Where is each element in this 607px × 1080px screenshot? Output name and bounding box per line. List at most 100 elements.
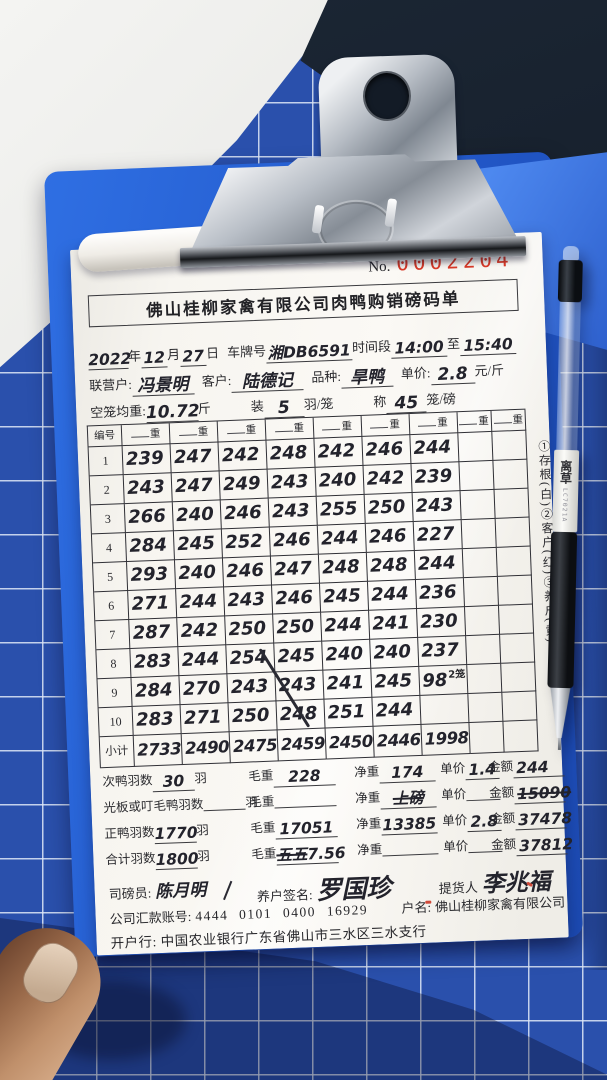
- cell-weight-value: 239: [125, 447, 165, 470]
- pen-grip: [547, 531, 578, 689]
- table-cell: 236: [415, 578, 465, 609]
- cell-weight-value: 240: [178, 561, 217, 585]
- cell-weight-value: 244: [179, 590, 218, 614]
- table-cell: 266: [124, 502, 174, 534]
- cell-weight-value: 245: [277, 644, 316, 668]
- table-cell: 244: [317, 523, 367, 555]
- cell-weight-value: 244: [323, 614, 363, 637]
- summary-group-label: 金额: [489, 811, 516, 827]
- cell-weight-value: 271: [183, 706, 222, 729]
- subtotal-label: 小计: [99, 735, 135, 769]
- cell-weight-value: 245: [374, 670, 413, 693]
- table-cell: 245: [319, 581, 369, 613]
- summary-group-value: 上磅: [380, 789, 437, 810]
- header-weight-label: 重: [293, 423, 305, 435]
- subtotal-value: 1998: [424, 728, 469, 749]
- table-cell: 241: [368, 608, 418, 640]
- scale-unit: 笼/磅: [426, 391, 457, 408]
- summary-row-label: 光板或叮毛鸭羽数: [103, 797, 204, 816]
- subtotal-value: 2733: [136, 739, 182, 760]
- scale-label: 称: [373, 393, 387, 410]
- mat-shadow-right: [581, 330, 607, 970]
- pen-label-text: 离草 LC7021A: [556, 460, 574, 523]
- table-cell: [502, 691, 538, 722]
- summary-row-label: 正鸭羽数: [104, 825, 155, 842]
- cell-weight-value: 250: [231, 704, 270, 728]
- header-weight-label: 重: [245, 424, 257, 437]
- table-cell: 246: [222, 556, 272, 588]
- unit-price-value: 2.8: [430, 364, 475, 386]
- table-header-weight: 重: [169, 421, 219, 445]
- summary-group-label: 金额: [488, 785, 515, 801]
- subtotal-cell: [503, 720, 539, 753]
- summary-value: 37812: [518, 835, 574, 856]
- table-cell: [465, 634, 501, 666]
- table-row-index: 5: [93, 562, 129, 593]
- summary-group: 金额 244: [488, 753, 565, 779]
- table-cell: 244: [178, 645, 228, 677]
- table-cell: 240: [315, 465, 365, 497]
- table-cell: [493, 459, 529, 490]
- summary-group-value: 37478: [514, 809, 572, 831]
- summary-value: 13385: [382, 814, 437, 835]
- table-cell: 240: [172, 500, 222, 532]
- weigher-label: 司磅员:: [108, 885, 152, 902]
- table-cell: 243: [267, 467, 317, 499]
- cell-weight-value: 247: [174, 474, 214, 498]
- summary-value: 174: [390, 762, 424, 783]
- to-label: 至: [446, 336, 461, 352]
- table-cell: 242: [363, 464, 413, 495]
- unit-price-label: 单价:: [400, 365, 431, 382]
- table-cell: 246: [365, 522, 415, 553]
- cell-weight-value: 98: [422, 669, 448, 692]
- header-blank: [178, 425, 197, 436]
- summary-group: 毛重 17051: [250, 814, 338, 840]
- table-cell: 240: [174, 558, 224, 590]
- subtotal-cell: 2459: [277, 728, 327, 762]
- cell-weight-value: 244: [320, 527, 359, 550]
- summary-group-value: 37812: [515, 835, 573, 857]
- table-cell: 244: [320, 610, 370, 642]
- table-cell: 249: [219, 469, 269, 501]
- table-cell: 243: [227, 672, 277, 704]
- table-cell: 242: [218, 440, 268, 472]
- plate-label: 车牌号: [226, 343, 267, 361]
- table-cell: [464, 605, 500, 637]
- table-cell: 244: [367, 579, 417, 611]
- header-weight-label: 重: [341, 421, 353, 433]
- cell-weight-value: 243: [126, 476, 166, 499]
- cell-weight-value: 284: [129, 534, 168, 557]
- cell-weight-value: 244: [417, 552, 456, 575]
- per-cage-value: 5: [263, 398, 305, 419]
- summary-count-value: 1770: [154, 823, 198, 845]
- summary-group-label: 单价: [441, 813, 468, 829]
- month-label: 月: [166, 346, 181, 363]
- table-cell: [492, 430, 528, 461]
- table-cell: 244: [414, 549, 464, 580]
- summary-group-label: 净重: [356, 842, 383, 858]
- summary-group: 净重13385: [356, 810, 438, 836]
- pen-barrel: [555, 301, 581, 451]
- pen-model-text: LC7021A: [560, 487, 570, 523]
- header-blank: [370, 417, 389, 429]
- cell-weight-value: 255: [319, 498, 358, 521]
- bank-account-label: 公司汇款账号:: [109, 908, 192, 927]
- table-header-weight: 重: [457, 410, 493, 434]
- cell-note: 2笼: [448, 669, 466, 681]
- partner-value: 冯景明: [131, 375, 195, 397]
- plate-value: 湘DB6591: [265, 341, 353, 364]
- feather-unit-label: 羽: [196, 823, 210, 838]
- cell-weight-value: 287: [132, 621, 171, 644]
- table-cell: [462, 547, 498, 579]
- cell-weight-value: 240: [318, 469, 357, 492]
- header-weight-label: 重: [512, 414, 524, 427]
- summary-value: 244: [515, 758, 549, 778]
- table-cell: 248: [366, 550, 416, 582]
- cell-weight-value: 248: [321, 556, 361, 579]
- cell-weight-value: 244: [181, 648, 220, 672]
- table-row-index: 8: [96, 648, 132, 680]
- summary-group-value: 五五7.56: [276, 844, 346, 866]
- subtotal-value: 2459: [280, 733, 326, 755]
- table-row-index: 2: [89, 475, 125, 506]
